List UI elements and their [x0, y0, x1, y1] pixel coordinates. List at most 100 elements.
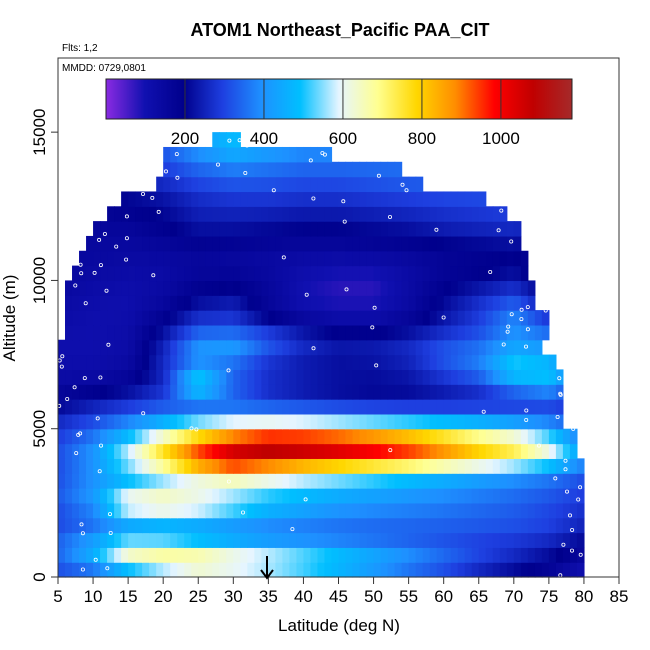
heatmap-cell — [548, 547, 557, 563]
heatmap-cell — [86, 235, 94, 252]
heatmap-cell — [100, 250, 108, 267]
heatmap-cell — [107, 206, 115, 222]
heatmap-cell — [394, 399, 403, 415]
heatmap-cell — [289, 488, 298, 504]
heatmap-cell — [317, 221, 326, 237]
heatmap-cell — [86, 502, 94, 519]
heatmap-cell — [233, 562, 241, 578]
heatmap-cell — [555, 413, 564, 430]
heatmap-cell — [163, 265, 171, 282]
heatmap-cell — [303, 146, 312, 163]
heatmap-cell — [121, 517, 129, 534]
heatmap-cell — [163, 161, 171, 178]
heatmap-cell — [387, 324, 396, 341]
heatmap-cell — [247, 562, 255, 578]
heatmap-cell — [499, 384, 508, 400]
heatmap-cell — [58, 473, 66, 489]
heatmap-cell — [72, 562, 80, 578]
heatmap-cell — [492, 413, 501, 430]
heatmap-cell — [366, 235, 375, 252]
heatmap-cell — [345, 384, 354, 400]
heatmap-cell — [436, 547, 445, 563]
heatmap-cell — [86, 413, 94, 430]
heatmap-cell — [366, 206, 375, 222]
heatmap-cell — [86, 310, 94, 326]
heatmap-cell — [345, 221, 354, 237]
heatmap-cell — [177, 443, 185, 459]
heatmap-cell — [247, 191, 255, 207]
heatmap-cell — [506, 547, 515, 563]
heatmap-cell — [205, 413, 213, 430]
heatmap-cell — [555, 532, 564, 548]
heatmap-cell — [254, 146, 262, 163]
heatmap-cell — [338, 517, 347, 534]
heatmap-cell — [226, 399, 234, 415]
heatmap-cell — [457, 206, 466, 222]
heatmap-cell — [373, 339, 382, 356]
heatmap-cell — [506, 310, 515, 326]
heatmap-cell — [352, 221, 361, 237]
heatmap-cell — [450, 488, 459, 504]
heatmap-cell — [387, 547, 396, 563]
heatmap-cell — [100, 265, 108, 282]
heatmap-cell — [268, 265, 276, 282]
heatmap-cell — [415, 280, 424, 296]
heatmap-cell — [275, 250, 283, 267]
heatmap-cell — [212, 458, 220, 474]
heatmap-cell — [261, 206, 269, 222]
heatmap-cell — [527, 488, 536, 504]
heatmap-cell — [422, 354, 431, 370]
heatmap-cell — [219, 176, 227, 193]
heatmap-cell — [387, 502, 396, 519]
heatmap-cell — [415, 443, 424, 459]
heatmap-cell — [310, 428, 319, 445]
sample-point — [105, 566, 110, 571]
sample-point — [197, 131, 202, 136]
heatmap-cell — [345, 339, 354, 356]
heatmap-cell — [205, 295, 213, 311]
heatmap-cell — [534, 502, 543, 519]
heatmap-cell — [212, 413, 220, 430]
heatmap-cell — [534, 532, 543, 548]
heatmap-cell — [128, 532, 136, 548]
heatmap-cell — [401, 235, 410, 252]
heatmap-cell — [240, 502, 248, 519]
heatmap-cell — [177, 161, 185, 178]
heatmap-cell — [93, 562, 101, 578]
heatmap-cell — [163, 399, 171, 415]
heatmap-cell — [338, 221, 347, 237]
heatmap-cell — [128, 399, 136, 415]
heatmap-cell — [429, 206, 438, 222]
heatmap-cell — [240, 413, 248, 430]
heatmap-cell — [366, 517, 375, 534]
heatmap-cell — [177, 517, 185, 534]
heatmap-cell — [247, 310, 255, 326]
heatmap-cell — [485, 354, 494, 370]
heatmap-cell — [156, 280, 164, 296]
heatmap-cell — [93, 413, 101, 430]
heatmap-cell — [345, 250, 354, 267]
heatmap-cell — [247, 443, 255, 459]
heatmap-cell — [450, 428, 459, 445]
heatmap-cell — [548, 413, 557, 430]
heatmap-cell — [457, 547, 466, 563]
heatmap-cell — [261, 324, 269, 341]
heatmap-cell — [485, 310, 494, 326]
heatmap-cell — [506, 413, 515, 430]
heatmap-cell — [142, 250, 150, 267]
heatmap-cell — [177, 324, 185, 341]
heatmap-cell — [219, 428, 227, 445]
heatmap-cell — [373, 354, 382, 370]
heatmap-cell — [261, 295, 269, 311]
heatmap-cell — [450, 250, 459, 267]
sample-point — [341, 199, 346, 204]
sample-point — [97, 469, 102, 474]
heatmap-cell — [527, 354, 536, 370]
heatmap-cell — [282, 250, 291, 267]
heatmap-cell — [373, 547, 382, 563]
heatmap-cell — [212, 443, 220, 459]
heatmap-cell — [499, 206, 508, 222]
heatmap-cell — [464, 354, 473, 370]
heatmap-cell — [219, 562, 227, 578]
heatmap-cell — [226, 191, 234, 207]
